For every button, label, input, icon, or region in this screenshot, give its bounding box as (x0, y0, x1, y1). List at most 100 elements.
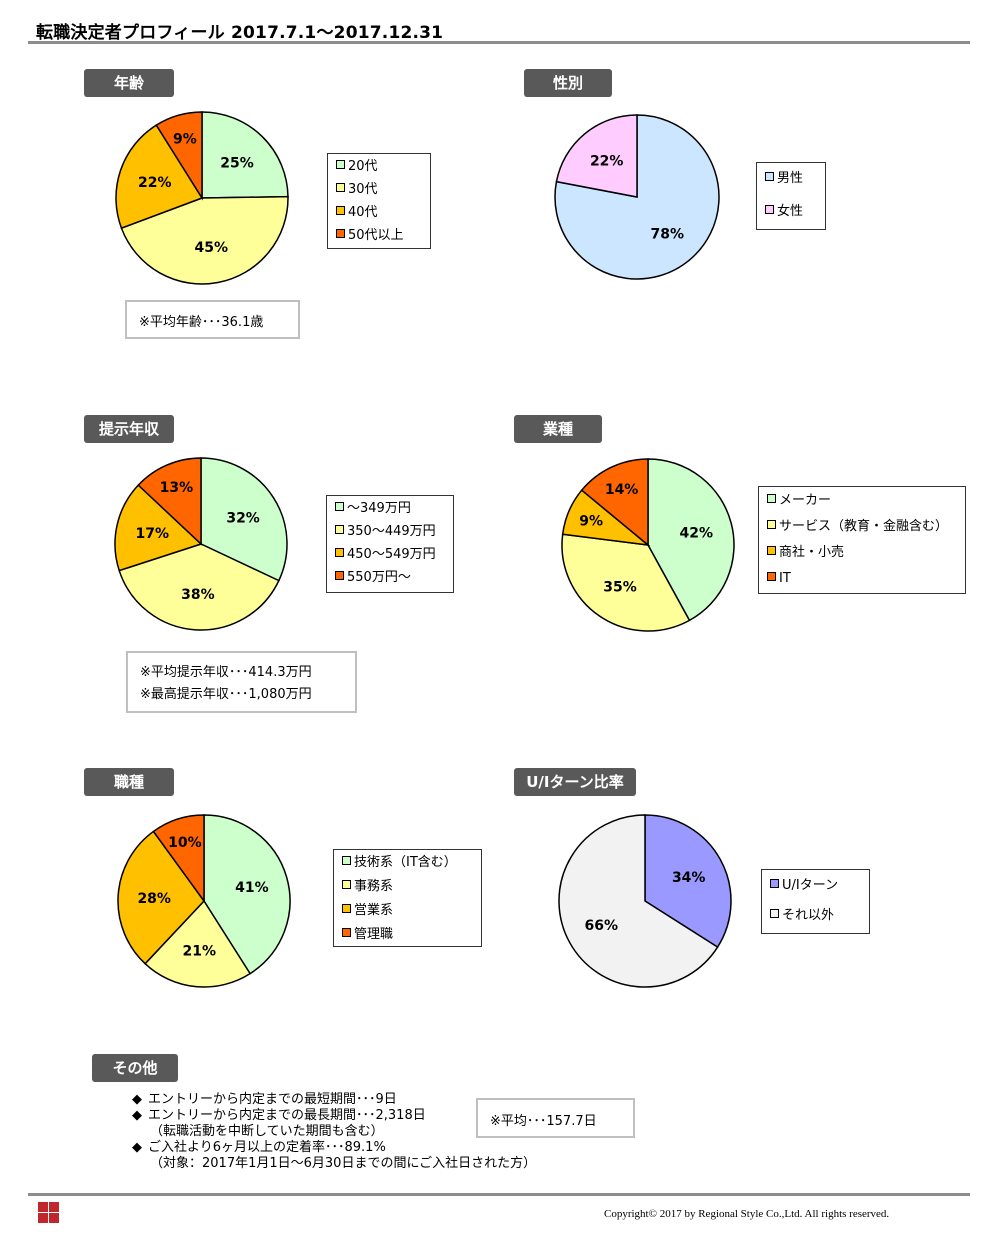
list-item-subtext: （対象：2017年1月1日～6月30日までの間にご入社日された方） (150, 1156, 537, 1171)
note-salary: ※平均提示年収･･･414.3万円 ※最高提示年収･･･1,080万円 (126, 651, 357, 713)
list-item-text: ご入社より6ヶ月以上の定着率･･･89.1% (148, 1140, 386, 1155)
legend-swatch (336, 183, 345, 192)
diamond-bullet-icon: ◆ (132, 1092, 142, 1107)
legend-swatch (335, 571, 344, 580)
legend-swatch (335, 525, 344, 534)
legend-item: 男性 (765, 170, 803, 188)
legend-item: 40代 (336, 204, 378, 222)
legend-label: 30代 (348, 182, 378, 197)
legend-label: U/Iターン (782, 878, 839, 893)
legend-item: 事務系 (342, 878, 393, 896)
legend-ui-turn: U/Iターン それ以外 (761, 869, 870, 934)
legend-swatch (770, 909, 779, 918)
list-item-text: エントリーから内定までの最短期間･･･9日 (148, 1092, 397, 1107)
legend-salary: ～349万円 350～449万円 450～549万円 550万円～ (326, 495, 454, 593)
pie-data-label: 13% (160, 480, 194, 496)
legend-item: 20代 (336, 158, 378, 176)
pie-slice (115, 124, 204, 230)
pie-data-label: 9% (173, 132, 197, 148)
pie-slice (117, 830, 205, 965)
other-stats-list: ◆ エントリーから内定までの最短期間･･･9日 ◆ エントリーから内定までの最長期間… (132, 1092, 536, 1172)
section-tag-age: 年齢 (84, 69, 174, 97)
pie-data-label: 42% (680, 526, 714, 542)
pie-data-label: 34% (672, 870, 706, 886)
legend-job: 技術系（IT含む） 事務系 営業系 管理職 (333, 849, 482, 947)
note-text-max-salary: ※最高提示年収･･･1,080万円 (140, 687, 312, 702)
pie-slice (144, 899, 252, 988)
pie-slice (561, 489, 651, 547)
pie-data-label: 14% (605, 482, 639, 498)
pie-data-label: 10% (168, 835, 202, 851)
section-tag-salary: 提示年収 (84, 415, 174, 443)
legend-item: 技術系（IT含む） (342, 854, 457, 872)
pie-data-label: 17% (136, 526, 170, 542)
legend-item: メーカー (767, 492, 831, 510)
legend-age: 20代 30代 40代 50代以上 (327, 153, 431, 249)
section-tag-industry: 業種 (514, 415, 602, 443)
pie-slice (644, 814, 732, 949)
legend-item: 550万円～ (335, 569, 411, 587)
legend-label: 技術系（IT含む） (354, 855, 457, 870)
diamond-bullet-icon: ◆ (132, 1108, 142, 1123)
legend-label: サービス（教育・金融含む） (779, 519, 949, 534)
pie-data-label: 9% (579, 513, 603, 529)
list-item: ◆ ご入社より6ヶ月以上の定着率･･･89.1% (132, 1140, 536, 1156)
legend-gender: 男性 女性 (756, 162, 826, 230)
note-text: ※平均･･･157.7日 (490, 1114, 597, 1129)
pie-slice (137, 457, 202, 546)
legend-item: 管理職 (342, 926, 393, 944)
legend-swatch (342, 880, 351, 889)
pie-data-label: 66% (585, 918, 619, 934)
legend-item: 商社・小売 (767, 544, 844, 562)
pie-slice (118, 543, 280, 631)
legend-label: 40代 (348, 205, 378, 220)
legend-label: 商社・小売 (779, 545, 845, 560)
pie-slice (203, 814, 291, 975)
legend-item: 50代以上 (336, 227, 404, 245)
legend-swatch (342, 928, 351, 937)
legend-label: メーカー (779, 493, 832, 508)
pie-data-label: 45% (195, 240, 229, 256)
pie-data-label: 35% (603, 579, 637, 595)
list-item-subtext: （転職活動を中断していた期間も含む） (150, 1124, 384, 1139)
legend-label: ～349万円 (347, 501, 411, 516)
pie-slice (201, 111, 289, 199)
legend-label: 事務系 (354, 879, 394, 894)
pie-slice (554, 114, 720, 280)
legend-item: 30代 (336, 181, 378, 199)
legend-swatch (342, 904, 351, 913)
legend-item: 450～549万円 (335, 546, 436, 564)
legend-item: U/Iターン (770, 877, 838, 895)
legend-label: 50代以上 (348, 228, 404, 243)
legend-swatch (767, 546, 776, 555)
legend-label: 550万円～ (347, 570, 411, 585)
legend-item: 350～449万円 (335, 523, 436, 541)
footer-divider (28, 1193, 970, 1196)
legend-swatch (770, 879, 779, 888)
list-item: ◆ エントリーから内定までの最長期間･･･2,318日 (132, 1108, 536, 1124)
legend-label: 350～449万円 (347, 524, 436, 539)
legend-swatch (765, 172, 774, 181)
section-tag-gender: 性別 (524, 69, 612, 97)
legend-swatch (336, 160, 345, 169)
copyright-text: Copyright© 2017 by Regional Style Co.,Lt… (604, 1208, 890, 1220)
page-title: 転職決定者プロフィール 2017.7.1～2017.12.31 (36, 23, 444, 43)
legend-swatch (767, 520, 776, 529)
legend-swatch (767, 572, 776, 581)
pie-data-label: 78% (651, 227, 685, 243)
legend-swatch (342, 856, 351, 865)
list-item: ◆ エントリーから内定までの最短期間･･･9日 (132, 1092, 536, 1108)
pie-data-label: 22% (590, 153, 624, 169)
legend-industry: メーカー サービス（教育・金融含む） 商社・小売 IT (758, 486, 966, 594)
legend-swatch (335, 548, 344, 557)
legend-item: 営業系 (342, 902, 393, 920)
legend-label: IT (779, 571, 791, 586)
legend-item: IT (767, 570, 791, 588)
pie-slice (155, 111, 203, 201)
legend-label: 450～549万円 (347, 547, 436, 562)
note-text-average-salary: ※平均提示年収･･･414.3万円 (140, 665, 312, 680)
legend-swatch (336, 206, 345, 215)
company-logo-icon (38, 1202, 60, 1224)
legend-item: サービス（教育・金融含む） (767, 518, 948, 536)
note-text: ※平均年齢･･･36.1歳 (139, 315, 264, 330)
